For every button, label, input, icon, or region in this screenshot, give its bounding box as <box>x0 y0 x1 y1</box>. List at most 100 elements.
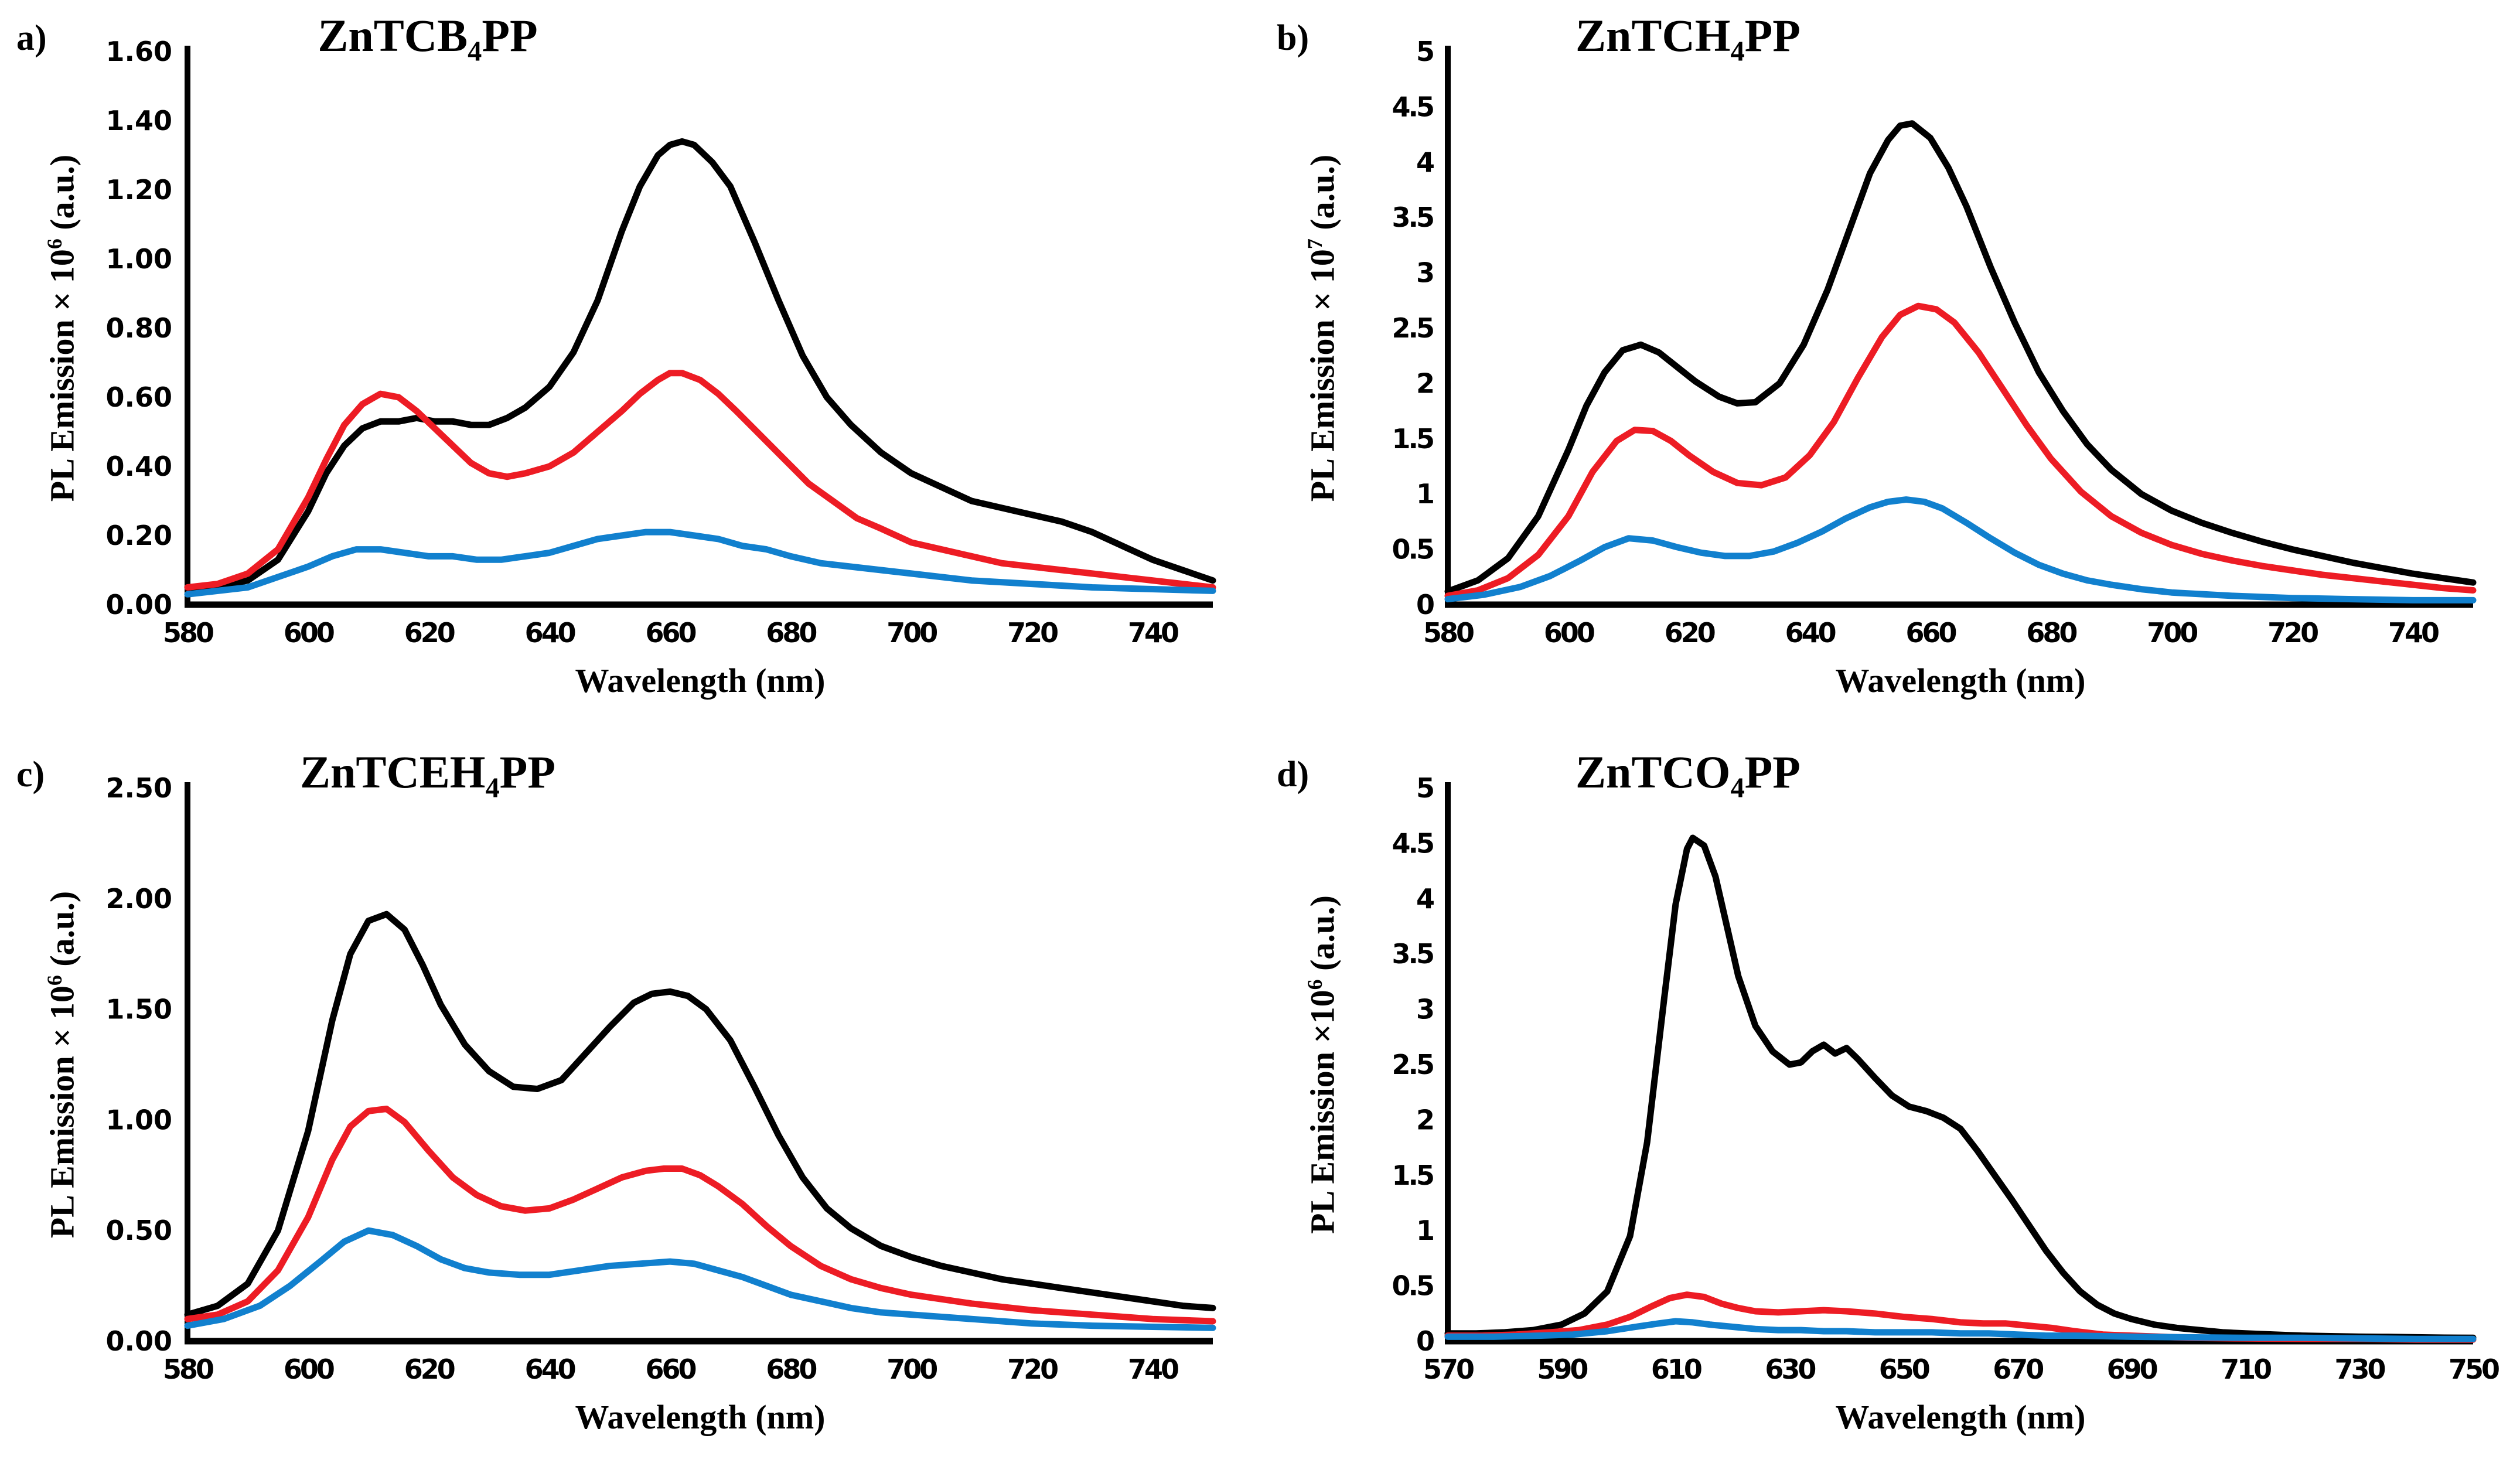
panel-letter-b: b) <box>1277 18 1310 58</box>
y-tick-label: 0.5 <box>1392 534 1433 565</box>
panel-title-c: ZnTCEH4PP <box>193 746 662 804</box>
ylabel-main: PL Emission × 10 <box>43 249 81 502</box>
y-tick-label: 0.5 <box>1392 1270 1433 1302</box>
black-spectrum-curve <box>1444 120 2477 595</box>
y-tick-label: 1.5 <box>1392 1160 1433 1191</box>
title-subscript: 4 <box>468 36 482 67</box>
y-tick-label: 1.20 <box>106 174 173 206</box>
x-tick-label: 740 <box>2388 617 2439 649</box>
y-tick-label: 4 <box>1416 146 1434 178</box>
x-tick-label: 600 <box>1544 617 1594 649</box>
y-tick-label: 1.60 <box>106 36 173 67</box>
x-tick-label: 580 <box>163 617 213 649</box>
y-tick-label: 2.5 <box>1392 1049 1433 1080</box>
x-tick-label: 690 <box>2107 1353 2157 1385</box>
x-axis-label-c: Wavelength (nm) <box>575 1398 826 1436</box>
x-tick-label: 620 <box>404 617 455 649</box>
ylabel-exponent: 6 <box>43 238 66 250</box>
x-tick-label: 740 <box>1128 617 1178 649</box>
x-tick-label: 680 <box>2026 617 2076 649</box>
x-tick-label: 720 <box>1007 1353 1058 1385</box>
y-tick-label: 0.50 <box>106 1215 173 1246</box>
title-tail: PP <box>1744 746 1801 797</box>
panel-title-a: ZnTCB4PP <box>193 9 662 68</box>
y-tick-label: 5 <box>1416 36 1433 67</box>
y-tick-label: 2.50 <box>106 772 173 804</box>
x-tick-label: 740 <box>1128 1353 1178 1385</box>
ylabel-exponent: 7 <box>1303 238 1327 250</box>
y-tick-label: 3 <box>1416 994 1433 1025</box>
x-tick-label: 640 <box>1785 617 1836 649</box>
y-tick-label: 0 <box>1416 589 1434 620</box>
title-tail: PP <box>499 746 555 797</box>
blue-spectrum-curve <box>184 528 1216 598</box>
x-tick-label: 720 <box>2267 617 2318 649</box>
spectrum-plot-c: 0.00 0.50 1.00 1.50 2.00 2.50 580 600 620 640 660 6… <box>106 772 1216 1385</box>
x-tick-label: 590 <box>1537 1353 1587 1385</box>
red-spectrum-curve <box>184 1106 1216 1325</box>
y-tick-label: 1 <box>1416 1215 1433 1246</box>
black-spectrum-curve <box>1444 834 2477 1341</box>
blue-spectrum-curve <box>184 1227 1216 1331</box>
panel-letter-d: d) <box>1277 755 1310 795</box>
x-tick-label: 730 <box>2335 1353 2385 1385</box>
y-tick-label: 2.00 <box>106 883 173 915</box>
y-tick-label: 0.40 <box>106 451 173 482</box>
panel-title-d: ZnTCO4PP <box>1454 746 1922 804</box>
y-tick-label: 3.5 <box>1392 202 1433 233</box>
x-tick-label: 660 <box>1906 617 1956 649</box>
x-tick-label: 700 <box>886 1353 937 1385</box>
spectrum-plot-a: 0.00 0.20 0.40 0.60 0.80 1.00 1.20 1.40 1.60 580 6… <box>106 36 1216 649</box>
blue-spectrum-curve <box>1444 496 2477 603</box>
y-tick-label: 4 <box>1416 883 1434 915</box>
title-subscript: 4 <box>1730 36 1745 67</box>
x-tick-label: 580 <box>163 1353 213 1385</box>
ylabel-main: PL Emission × 10 <box>1303 249 1342 502</box>
red-spectrum-curve <box>184 370 1216 591</box>
x-tick-label: 600 <box>284 617 334 649</box>
y-tick-label: 3.5 <box>1392 938 1433 970</box>
panel-a: 0.00 0.20 0.40 0.60 0.80 1.00 1.20 1.40 1.60 580 6… <box>0 0 1260 736</box>
black-spectrum-curve <box>184 911 1216 1318</box>
x-tick-label: 620 <box>1665 617 1715 649</box>
x-tick-label: 660 <box>646 617 696 649</box>
y-tick-label: 0.80 <box>106 312 173 344</box>
y-tick-label: 0.00 <box>106 1325 173 1357</box>
y-tick-label: 4.5 <box>1392 827 1433 859</box>
y-tick-label: 1.00 <box>106 1104 173 1136</box>
x-tick-label: 700 <box>886 617 937 649</box>
x-axis-label-a: Wavelength (nm) <box>575 662 826 700</box>
y-tick-label: 4.5 <box>1392 91 1433 122</box>
title-subscript: 4 <box>1730 772 1745 804</box>
y-tick-label: 1 <box>1416 478 1433 510</box>
x-tick-label: 680 <box>766 617 816 649</box>
title-subscript: 4 <box>485 772 500 804</box>
panel-letter-a: a) <box>16 18 47 58</box>
ylabel-main: PL Emission ×10 <box>1303 990 1342 1234</box>
x-tick-label: 710 <box>2221 1353 2271 1385</box>
ylabel-main: PL Emission × 10 <box>43 986 81 1239</box>
title-main: ZnTCEH <box>300 746 486 797</box>
y-tick-label: 1.5 <box>1392 423 1433 455</box>
y-tick-label: 5 <box>1416 772 1433 804</box>
ylabel-exponent: 6 <box>43 975 66 986</box>
y-axis-label-a: PL Emission × 106 (a.u.) <box>42 64 89 592</box>
x-tick-label: 640 <box>525 617 575 649</box>
y-axis-label-b: PL Emission × 107 (a.u.) <box>1302 64 1349 592</box>
x-tick-label: 570 <box>1423 1353 1474 1385</box>
x-tick-label: 620 <box>404 1353 455 1385</box>
x-tick-label: 650 <box>1879 1353 1929 1385</box>
x-tick-label: 600 <box>284 1353 334 1385</box>
x-axis-label-d: Wavelength (nm) <box>1835 1398 2086 1436</box>
title-main: ZnTCO <box>1576 746 1731 797</box>
panel-title-b: ZnTCH4PP <box>1454 9 1922 68</box>
panel-d: 0 0.5 1 1.5 2 2.5 3 3.5 4 4.5 5 570 590 610 630 650 670 6… <box>1260 736 2520 1473</box>
x-axis-label-b: Wavelength (nm) <box>1835 662 2086 700</box>
y-tick-label: 2.5 <box>1392 312 1433 344</box>
x-tick-label: 700 <box>2147 617 2197 649</box>
ylabel-tail: (a.u.) <box>1303 154 1342 239</box>
x-tick-label: 680 <box>766 1353 816 1385</box>
title-main: ZnTCB <box>318 10 468 61</box>
y-tick-label: 0.00 <box>106 589 173 620</box>
